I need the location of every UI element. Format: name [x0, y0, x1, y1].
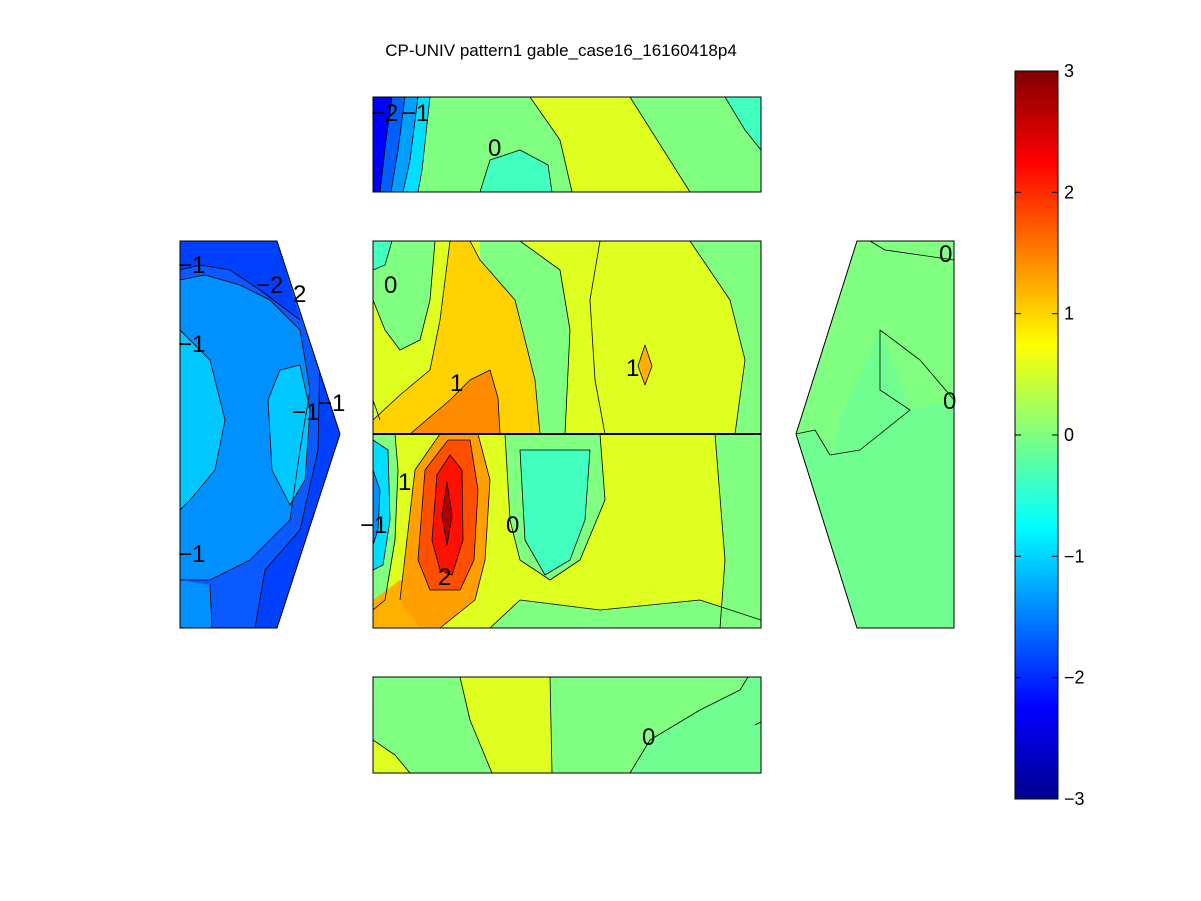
right-gable-isolines — [796, 241, 954, 456]
panel-windward-wall-lower — [373, 434, 761, 628]
left-gable-label-6: −1 — [178, 541, 205, 568]
wall-upper-label-2: 1 — [626, 355, 639, 382]
wall-lower-label-0: 1 — [398, 469, 411, 496]
panel-upper-roof — [373, 97, 761, 192]
colorbar-ticks: 3 2 1 0 −1 −2 −3 — [1015, 61, 1085, 809]
left-gable-label-4: −1 — [292, 399, 319, 426]
panel-windward-wall-upper — [373, 241, 761, 434]
right-gable-border — [795, 240, 955, 629]
wall-upper-region-orange-core — [410, 370, 500, 434]
wall-upper-label-1: 1 — [450, 370, 463, 397]
right-gable-label-0: 0 — [939, 241, 952, 268]
right-gable-label-1: 0 — [943, 388, 956, 415]
upper-roof-region-neg1b — [391, 97, 418, 192]
left-gable-isolines — [180, 264, 321, 628]
upper-roof-region-neg1c — [403, 97, 430, 192]
wall-lower-region-blue-left — [373, 470, 380, 545]
colorbar-tick-label: 3 — [1064, 61, 1074, 81]
left-gable-region-bottom — [180, 580, 212, 628]
wall-upper-isolines — [373, 241, 746, 434]
colorbar-tick-label: 2 — [1064, 182, 1074, 202]
left-gable-border — [179, 240, 341, 629]
upper-roof-region-cyan-low — [480, 150, 552, 192]
left-gable-region-top-dark — [180, 241, 300, 320]
upper-roof-border — [372, 96, 762, 193]
wall-upper-region-green-left — [373, 241, 435, 350]
wall-lower-label-2: 0 — [506, 512, 519, 539]
wall-upper-region-orange-band — [373, 241, 540, 434]
upper-roof-label-2: 0 — [488, 135, 501, 162]
panel-right-gable — [796, 241, 954, 628]
left-gable-label-2: 2 — [293, 281, 306, 308]
lower-roof-isolines — [373, 677, 761, 773]
panel-left-gable — [180, 241, 340, 628]
panel-lower-roof — [373, 677, 761, 773]
lower-roof-region-pos-corner — [373, 740, 410, 773]
upper-roof-region-pos-a — [530, 97, 690, 192]
colorbar-tick-label: −2 — [1064, 668, 1085, 688]
wall-lower-isolines — [373, 434, 761, 628]
lower-roof-label-0: 0 — [642, 724, 655, 751]
left-gable-region-mid — [180, 275, 310, 580]
colorbar: 3 2 1 0 −1 −2 −3 — [1014, 61, 1085, 809]
lower-roof-border — [372, 676, 762, 774]
colorbar-tick-label: −3 — [1064, 789, 1085, 809]
upper-roof-label-1: −1 — [402, 100, 429, 127]
left-gable-label-0: −1 — [178, 252, 205, 279]
left-gable-region-cyan-right — [268, 365, 310, 505]
wall-lower-label-3: 2 — [438, 564, 451, 591]
wall-lower-region-green-right — [715, 434, 761, 628]
wall-upper-region-green-mid — [480, 241, 570, 434]
colorbar-tick-label: 1 — [1064, 304, 1074, 324]
wall-upper-region-cyan-corner — [373, 241, 392, 270]
chart-title: CP-UNIV pattern1 gable_case16_16160418p4 — [385, 41, 737, 60]
wall-lower-label-1: −1 — [360, 512, 387, 539]
wall-lower-region-green-bottom — [490, 600, 761, 628]
wall-lower-region-cyan-mid — [520, 450, 590, 575]
upper-roof-label-0: −2 — [371, 100, 398, 127]
right-gable-region-top — [870, 241, 954, 260]
colorbar-gradient — [1014, 70, 1059, 800]
wall-lower-region-cyan-left — [373, 440, 390, 570]
upper-roof-region-neg1a — [380, 97, 405, 192]
upper-roof-isolines — [379, 97, 761, 192]
wall-upper-label-0: 0 — [384, 272, 397, 299]
lower-roof-region-pos — [460, 677, 552, 773]
upper-roof-region-neg2 — [373, 97, 392, 192]
left-gable-label-5: −1 — [318, 390, 345, 417]
upper-roof-region-cyan-right — [725, 97, 761, 150]
colorbar-tick-label: −1 — [1064, 546, 1085, 566]
wall-upper-region-green-right — [690, 241, 761, 434]
colorbar-tick-label: 0 — [1064, 425, 1074, 445]
left-gable-label-3: −1 — [178, 331, 205, 358]
lower-roof-region-low — [630, 677, 761, 773]
left-gable-label-1: −2 — [256, 272, 283, 299]
